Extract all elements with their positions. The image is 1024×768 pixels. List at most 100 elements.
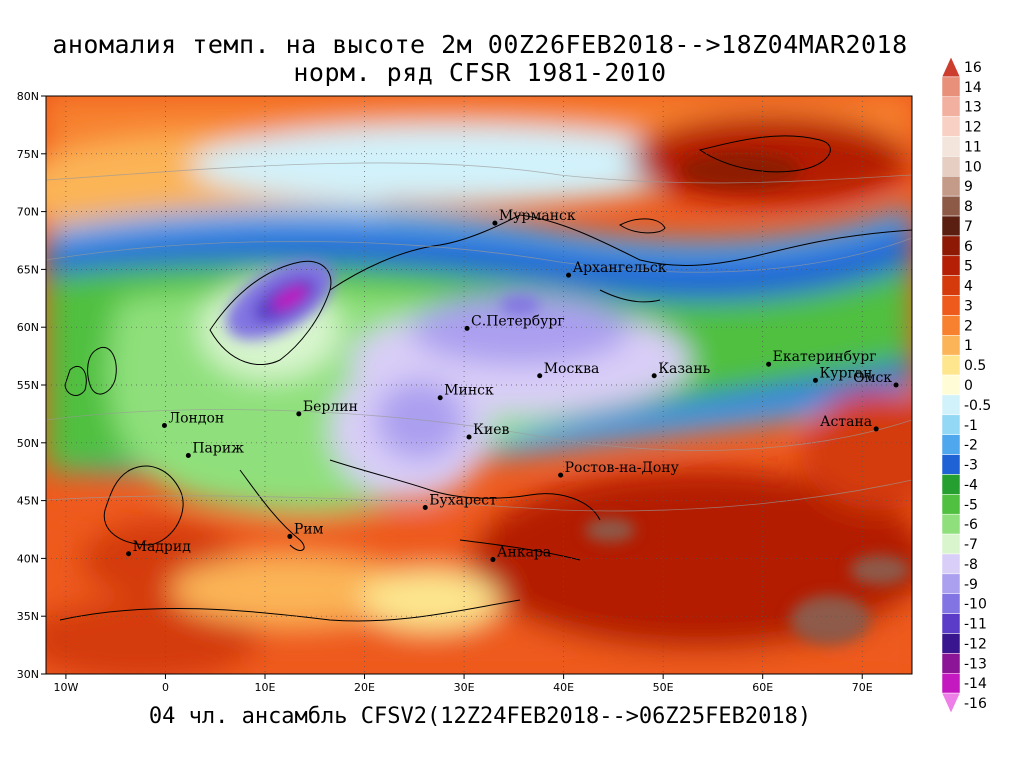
colorbar-label: 12 bbox=[964, 120, 982, 136]
city-label: Омск bbox=[853, 370, 892, 386]
colorbar-label: 5 bbox=[964, 259, 973, 275]
colorbar-label: -10 bbox=[964, 597, 987, 613]
colorbar-swatch bbox=[941, 513, 961, 535]
colorbar-label: -9 bbox=[964, 577, 978, 593]
colorbar-swatch bbox=[941, 235, 961, 257]
colorbar-label: -14 bbox=[964, 676, 987, 692]
city-label: Париж bbox=[192, 441, 244, 457]
colorbar-swatch bbox=[941, 573, 961, 594]
city-label: Екатеринбург bbox=[773, 349, 877, 365]
colorbar-swatch bbox=[941, 295, 961, 316]
city-dot bbox=[490, 557, 496, 563]
city-dot bbox=[464, 325, 470, 331]
lon-tick-label: 10W bbox=[53, 681, 78, 694]
city-dot bbox=[558, 472, 564, 478]
colorbar-swatch bbox=[941, 553, 961, 575]
city-label: Берлин bbox=[303, 399, 358, 415]
colorbar-swatch bbox=[941, 335, 961, 356]
colorbar-swatch bbox=[941, 76, 961, 98]
city-label: Ростов-на-Дону bbox=[565, 460, 680, 476]
colorbar-swatch bbox=[941, 136, 961, 157]
colorbar-label: -3 bbox=[964, 458, 978, 474]
colorbar-swatch bbox=[941, 176, 961, 197]
colorbar-swatch bbox=[941, 195, 961, 217]
colorbar-label: -6 bbox=[964, 517, 978, 533]
lon-tick-label: 30E bbox=[454, 681, 475, 694]
colorbar-label: -0.5 bbox=[964, 398, 991, 414]
colorbar-label: 3 bbox=[964, 298, 973, 314]
city-dot bbox=[492, 220, 498, 226]
lat-tick-label: 75N bbox=[17, 148, 39, 161]
city-dot bbox=[287, 533, 293, 539]
city-label: Лондон bbox=[168, 410, 224, 426]
lat-tick-label: 40N bbox=[17, 552, 39, 565]
lat-tick-label: 45N bbox=[17, 495, 39, 508]
city-dot bbox=[537, 373, 543, 379]
city-dot bbox=[466, 434, 472, 440]
colorbar-swatch bbox=[941, 255, 961, 276]
colorbar-label: 7 bbox=[964, 219, 973, 235]
colorbar-swatch bbox=[941, 96, 961, 117]
city-dot bbox=[893, 382, 899, 388]
colorbar-swatch bbox=[941, 56, 961, 78]
colorbar-swatch bbox=[941, 374, 961, 396]
colorbar-swatch bbox=[941, 613, 961, 634]
colorbar-label: 8 bbox=[964, 199, 973, 215]
colorbar-swatch bbox=[941, 672, 961, 694]
city-markers: Мурманск Архангельск С.Петербург Москва Каза… bbox=[126, 208, 899, 563]
colorbar-label: 0 bbox=[964, 378, 973, 394]
colorbar-swatch bbox=[941, 593, 961, 614]
lat-tick-label: 65N bbox=[17, 263, 39, 276]
colorbar: 16 14 13 12 11 10 9 8 7 6 5 4 3 2 1 0.5 0 -0.5 -1 -2 -3 -4 -5 -… bbox=[941, 56, 991, 714]
city-label: Минск bbox=[444, 383, 494, 399]
anomaly-shading bbox=[46, 96, 912, 674]
colorbar-swatch bbox=[941, 434, 961, 455]
colorbar-label: 14 bbox=[964, 80, 982, 96]
city-label: Мурманск bbox=[499, 208, 576, 224]
city-dot bbox=[422, 505, 428, 511]
colorbar-swatch bbox=[941, 116, 961, 137]
map-title-line1: аномалия темп. на высоте 2м 00Z26FEB2018… bbox=[52, 30, 908, 59]
lon-tick-label: 60E bbox=[752, 681, 773, 694]
colorbar-label: 6 bbox=[964, 239, 973, 255]
city-dot bbox=[812, 377, 818, 383]
colorbar-swatch bbox=[941, 394, 961, 416]
colorbar-label: 11 bbox=[964, 139, 982, 155]
colorbar-label: -7 bbox=[964, 537, 978, 553]
colorbar-label: 10 bbox=[964, 159, 982, 175]
contour-lines bbox=[46, 162, 912, 512]
city-dot bbox=[185, 453, 191, 459]
colorbar-swatch bbox=[941, 354, 961, 376]
city-label: Киев bbox=[473, 422, 509, 438]
colorbar-label: -11 bbox=[964, 617, 987, 633]
city-dot bbox=[437, 395, 443, 401]
colorbar-label: 1 bbox=[964, 338, 973, 354]
lat-tick-label: 55N bbox=[17, 379, 39, 392]
city-label: Бухарест bbox=[429, 493, 497, 509]
colorbar-label: 13 bbox=[964, 100, 982, 116]
temperature-anomaly-field bbox=[46, 96, 912, 674]
colorbar-swatch bbox=[941, 414, 961, 435]
lat-tick-label: 50N bbox=[17, 437, 39, 450]
colorbar-label: 4 bbox=[964, 279, 973, 295]
colorbar-label: -13 bbox=[964, 656, 987, 672]
colorbar-label: 9 bbox=[964, 179, 973, 195]
city-label: С.Петербург bbox=[471, 313, 565, 329]
anomaly-cores bbox=[225, 152, 910, 645]
city-label: Мадрид bbox=[133, 539, 192, 555]
lat-tick-label: 70N bbox=[17, 206, 39, 219]
lon-tick-label: 10E bbox=[255, 681, 276, 694]
ensemble-footer: 04 чл. ансамбль CFSV2(12Z24FEB2018-->06Z… bbox=[148, 704, 812, 729]
colorbar-swatch bbox=[941, 215, 961, 237]
colorbar-label: 0.5 bbox=[964, 358, 986, 374]
colorbar-swatch bbox=[941, 275, 961, 296]
lat-tick-label: 30N bbox=[17, 668, 39, 681]
colorbar-label: -4 bbox=[964, 477, 978, 493]
lon-tick-label: 20E bbox=[354, 681, 375, 694]
colorbar-swatch bbox=[941, 156, 961, 177]
coastlines bbox=[59, 135, 912, 622]
city-label: Москва bbox=[544, 361, 600, 377]
city-dot bbox=[161, 422, 167, 428]
city-label: Астана bbox=[820, 414, 872, 430]
city-dot bbox=[651, 373, 657, 379]
